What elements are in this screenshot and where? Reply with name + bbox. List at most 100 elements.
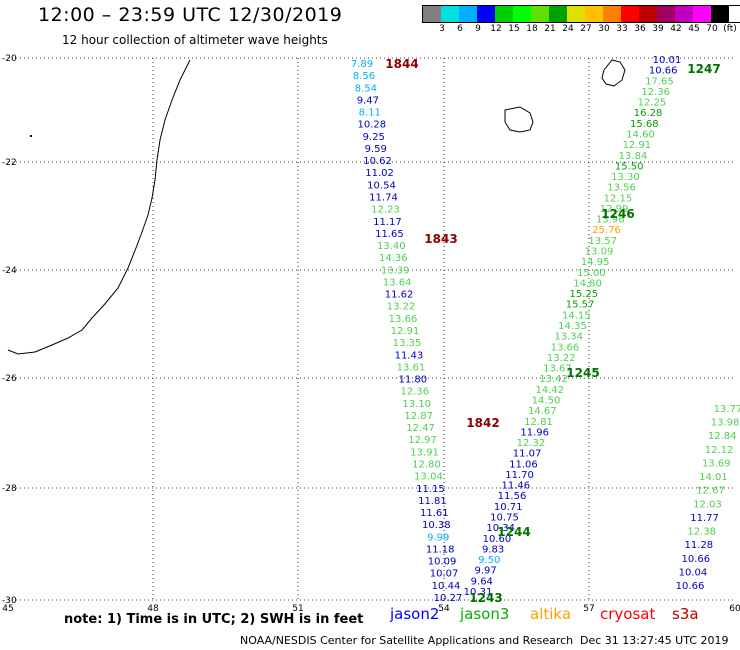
track-1843-value: 10.27 [434,593,463,604]
track-1244-value: 14.95 [581,257,610,268]
track-1843-value: 11.02 [365,168,394,179]
track-1843-value: 9.47 [357,95,379,106]
track-1244-value: 12.91 [622,140,651,151]
track-1843-value: 10.28 [357,120,386,131]
lat-tick-label: -24 [2,266,17,276]
track-1244-value: 12.36 [641,87,670,98]
legend-swatch [603,6,621,22]
track-1843-value: 10.62 [363,156,392,167]
legend-label: 30 [598,24,610,34]
track-east-value: 13.77 [714,404,740,415]
legend-label: 18 [526,24,538,34]
legend-swatch [459,6,477,22]
track-1843-value: 8.56 [353,71,375,82]
legend-label: 33 [616,24,628,34]
track-east-value: 10.04 [679,567,708,578]
track-east-value: 10.66 [676,581,705,592]
legend-label: 36 [634,24,646,34]
footer-credit: NOAA/NESDIS Center for Satellite Applica… [240,634,574,647]
legend-swatch [567,6,585,22]
track-1843-value: 11.15 [416,484,445,495]
track-1843-value: 11.61 [420,508,449,519]
track-1244-value: 15.57 [566,300,595,311]
track-1843-value: 13.04 [414,472,443,483]
track-east-value: 11.28 [684,540,713,551]
legend-labels: 3 6 9 12 15 18 21 24 27 30 33 36 39 42 45 70 (ft) [422,24,740,36]
track-1244-value: 13.42 [539,374,568,385]
track-1244-value: 11.46 [501,481,530,492]
track-1244-value: 10.60 [483,534,512,545]
track-1244-value: 10.31 [464,587,493,598]
page-subtitle: 12 hour collection of altimeter wave hei… [62,33,328,47]
track-1843-value: 11.80 [398,375,427,386]
lon-tick-label: 60 [729,604,740,614]
color-legend: 3 6 9 12 15 18 21 24 27 30 33 36 39 42 45 70 (ft) [422,5,740,36]
track-1244-value: 15.68 [630,119,659,130]
track-east-value: 12.38 [687,527,716,538]
pass-label-1844: 1844 [385,57,418,71]
track-1843-value: 13.40 [377,241,406,252]
legend-swatch [495,6,513,22]
track-1244-value: 11.07 [513,449,542,460]
footer-note: note: 1) Time is in UTC; 2) SWH is in fe… [64,612,364,627]
pass-label-1243: 1243 [469,591,502,605]
track-1843-value: 9.25 [363,132,385,143]
track-1244-value: 10.71 [494,502,523,513]
lon-tick-label: 51 [292,604,303,614]
track-1244-value: 25.76 [592,225,621,236]
track-1843-value: 7.89 [351,59,373,70]
track-1843-value: 10.38 [422,520,451,531]
track-1843-value: 11.17 [373,217,402,228]
lat-tick-label: -22 [2,158,17,168]
track-1843-value: 14.36 [379,253,408,264]
legend-swatch [549,6,567,22]
legend-swatch [621,6,639,22]
lat-tick-label: -26 [2,374,17,384]
track-1244-value: 9.64 [471,576,493,587]
track-east-value: 10.66 [681,554,710,565]
pass-label-1842: 1842 [466,416,499,430]
track-1843-value: 11.81 [418,496,447,507]
track-1843-value: 12.23 [371,205,400,216]
legend-label: 27 [580,24,592,34]
track-1843-value: 12.80 [412,460,441,471]
track-1843-value: 13.10 [402,399,431,410]
track-1244-value: 13.22 [547,353,576,364]
track-1244-value: 10.01 [653,55,682,66]
legend-label: 45 [688,24,700,34]
legend-swatch [711,6,729,22]
legend-label: 12 [490,24,502,34]
legend-swatch [693,6,711,22]
track-1244-value: 13.66 [551,342,580,353]
track-1843-value: 11.74 [369,193,398,204]
pass-label-1247: 1247 [687,62,720,76]
track-1843-value: 8.54 [355,83,377,94]
legend-label: 3 [439,24,445,34]
legend-swatch [675,6,693,22]
reunion-island [504,106,534,133]
track-1843-value: 12.87 [404,411,433,422]
track-1843-value: 12.91 [391,326,420,337]
track-1843-value: 12.36 [400,387,429,398]
track-1843-value: 10.09 [428,557,457,568]
track-1843-value: 13.64 [383,278,412,289]
legend-label: 21 [544,24,556,34]
track-1244-value: 14.15 [562,310,591,321]
legend-swatch [585,6,603,22]
track-1843-value: 9.99 [427,532,449,543]
track-1244-value: 12.99 [600,204,629,215]
legend-label: 70 [706,24,718,34]
mission-s3a: s3a [672,605,699,623]
track-1244-value: 9.50 [478,555,500,566]
track-1244-value: 10.66 [649,66,678,77]
small-island-dot [30,135,32,137]
track-1244-value: 14.42 [535,385,564,396]
track-1244-value: 12.81 [524,417,553,428]
legend-label: 9 [475,24,481,34]
lon-tick-label: 57 [583,604,594,614]
track-east-value: 13.98 [711,418,740,429]
track-1244-value: 13.84 [619,151,648,162]
track-1244-value: 14.35 [558,321,587,332]
lat-tick-label: -30 [2,596,17,606]
